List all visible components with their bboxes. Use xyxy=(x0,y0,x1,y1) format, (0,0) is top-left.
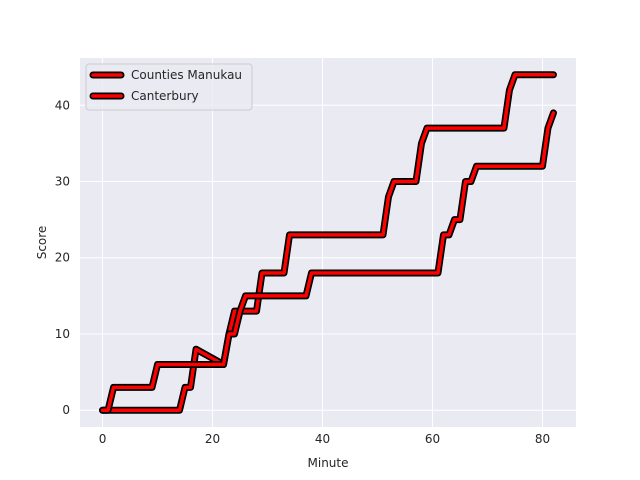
y-axis-title: Score xyxy=(35,226,49,260)
x-tick-label: 80 xyxy=(535,432,550,446)
x-axis-title: Minute xyxy=(308,456,349,470)
x-tick-label: 20 xyxy=(205,432,220,446)
y-tick-label: 0 xyxy=(62,403,70,417)
series-line xyxy=(100,111,556,412)
y-tick-label: 40 xyxy=(55,98,70,112)
y-tick-label: 30 xyxy=(55,175,70,189)
y-tick-label: 10 xyxy=(55,327,70,341)
legend-box xyxy=(85,63,253,111)
series-lines xyxy=(99,71,557,414)
legend: Counties Manukau Canterbury xyxy=(85,63,253,111)
x-tick-label: 60 xyxy=(425,432,440,446)
series-2 xyxy=(99,109,557,414)
legend-label: Canterbury xyxy=(131,89,199,103)
x-tick-label: 40 xyxy=(315,432,330,446)
y-tick-label: 20 xyxy=(55,251,70,265)
legend-label: Counties Manukau xyxy=(131,68,242,82)
x-tick-label: 0 xyxy=(99,432,107,446)
tick-labels: 0 20 40 60 80 0 10 20 30 40 xyxy=(55,98,550,446)
grid xyxy=(80,58,576,427)
